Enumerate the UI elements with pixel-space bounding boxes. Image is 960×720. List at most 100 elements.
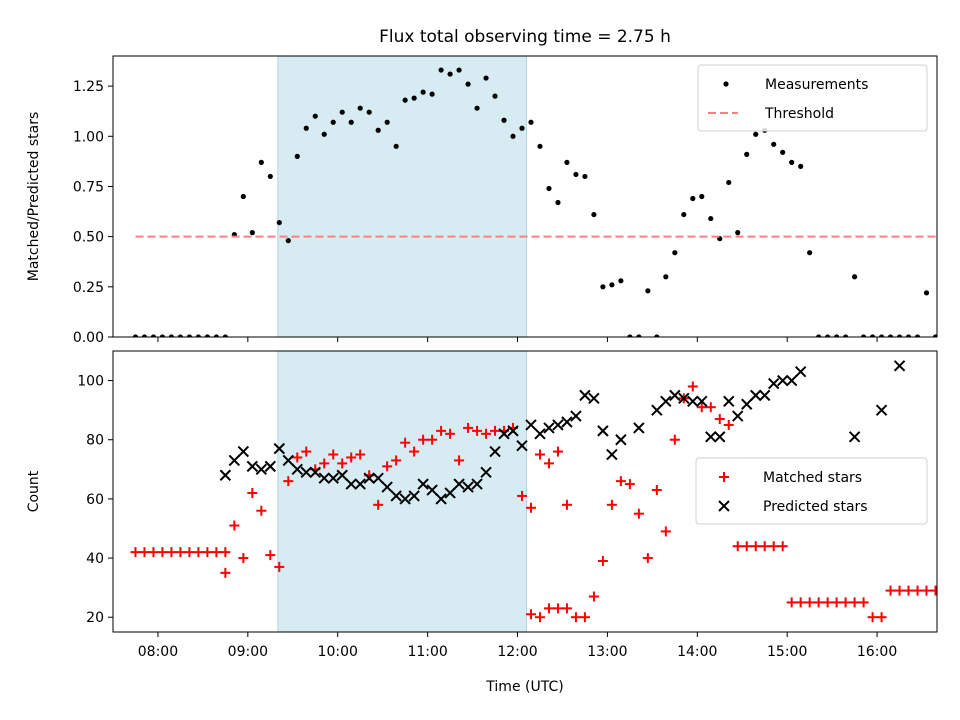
matched-stars-point — [930, 585, 937, 596]
measurements-point — [708, 215, 714, 222]
predicted-stars-point — [381, 481, 393, 493]
matched-stars-point — [840, 597, 851, 608]
predicted-stars-point — [471, 478, 483, 490]
bottom-x-ticks: 08:00 09:00 10:00 11:00 12:00 13:00 14:00 15:00… — [138, 632, 897, 660]
matched-stars-point — [543, 458, 554, 469]
x-tick-label: 12:00 — [497, 644, 537, 660]
matched-stars-point — [921, 585, 932, 596]
measurements-point — [582, 173, 588, 180]
measurements-point — [905, 334, 912, 337]
matched-stars-point — [418, 434, 429, 445]
x-tick-label: 13:00 — [587, 644, 627, 660]
measurements-point — [132, 334, 139, 337]
matched-stars-point — [247, 487, 258, 498]
matched-stars-point — [552, 446, 563, 457]
matched-stars-point — [876, 612, 887, 623]
measurements-point — [240, 193, 246, 200]
measurements-point — [807, 250, 813, 256]
measurements-point — [186, 334, 193, 337]
measurements-point — [276, 219, 282, 226]
matched-stars-point — [175, 547, 186, 558]
measurements-point — [312, 113, 318, 119]
predicted-stars-point — [750, 389, 762, 402]
predicted-stars-point — [732, 410, 744, 422]
legend-label-matched-stars: Matched stars — [763, 470, 862, 486]
matched-stars-point — [831, 597, 842, 608]
x-tick-label: 08:00 — [138, 644, 178, 660]
measurements-point — [573, 171, 579, 178]
matched-stars-point — [202, 547, 213, 558]
matched-stars-point — [813, 597, 824, 608]
predicted-stars-point — [282, 454, 294, 467]
observing-window — [277, 350, 527, 633]
predicted-stars-point — [480, 466, 492, 478]
measurements-point — [555, 199, 561, 206]
measurements-point — [798, 163, 804, 169]
y-tick-label: 100 — [77, 374, 104, 390]
y-tick-label: 0.25 — [73, 280, 104, 296]
measurements-point — [878, 334, 885, 337]
matched-stars-point — [445, 428, 456, 439]
matched-stars-point — [561, 499, 572, 510]
measurements-point — [896, 334, 903, 337]
measurements-point — [914, 334, 921, 337]
matched-stars-point — [130, 547, 141, 558]
y-tick-label: 40 — [86, 551, 104, 567]
predicted-stars-point — [246, 460, 259, 473]
predicted-stars-point — [336, 469, 348, 481]
matched-stars-point — [795, 597, 806, 608]
predicted-stars-point — [597, 425, 609, 437]
predicted-stars-point — [219, 469, 232, 481]
measurements-point — [564, 159, 570, 165]
matched-stars-point — [409, 446, 420, 457]
matched-stars-point — [606, 499, 617, 510]
top-highlight-span — [277, 55, 527, 338]
predicted-stars-point — [741, 398, 753, 410]
measurements-point — [887, 334, 894, 337]
x-tick-label: 10:00 — [318, 644, 358, 660]
measurements-point — [690, 195, 696, 202]
matched-stars-point — [139, 547, 150, 558]
measurements-point — [744, 151, 750, 157]
matched-stars-point — [525, 609, 536, 620]
measurements-point — [456, 67, 462, 73]
predicted-stars-point — [543, 422, 555, 434]
measurements-point — [672, 250, 678, 256]
matched-stars-point — [481, 428, 492, 439]
predicted-stars-point — [696, 395, 708, 407]
matched-stars-point — [948, 586, 958, 596]
measurements-point — [222, 334, 228, 337]
measurements-point — [375, 127, 381, 133]
measurements-point — [249, 230, 255, 236]
top-legend-box — [697, 64, 928, 132]
predicted-stars-point — [723, 395, 735, 407]
measurements-point — [420, 89, 426, 95]
top-series-layer — [132, 67, 956, 339]
matched-stars-point — [283, 476, 294, 487]
measurements-point — [447, 71, 453, 77]
predicted-stars-point — [309, 466, 321, 478]
predicted-stars-point — [660, 395, 672, 407]
matched-stars-point — [463, 422, 474, 433]
measurements-point — [951, 334, 956, 339]
legend-label-threshold: Threshold — [764, 106, 834, 122]
x-tick-label: 11:00 — [407, 644, 447, 660]
bottom-axes-frame — [112, 350, 938, 633]
y-tick-label: 20 — [86, 610, 104, 626]
x-tick-label: 09:00 — [228, 644, 268, 660]
measurements-point — [384, 119, 390, 125]
measurements-point — [294, 153, 300, 159]
measurements-point — [366, 109, 372, 115]
measurements-point — [258, 159, 264, 165]
predicted-stars-point — [372, 472, 384, 484]
y-tick-label: 0.50 — [73, 230, 104, 246]
measurements-point — [150, 334, 157, 337]
measurements-point — [267, 173, 273, 180]
matched-stars-point — [256, 505, 267, 516]
matched-stars-point — [517, 490, 528, 501]
matched-stars-point — [552, 603, 563, 614]
measurements-point — [195, 334, 201, 337]
bottom-legend-box — [695, 457, 928, 525]
matched-stars-point — [687, 381, 698, 392]
matched-stars-point — [490, 425, 501, 436]
